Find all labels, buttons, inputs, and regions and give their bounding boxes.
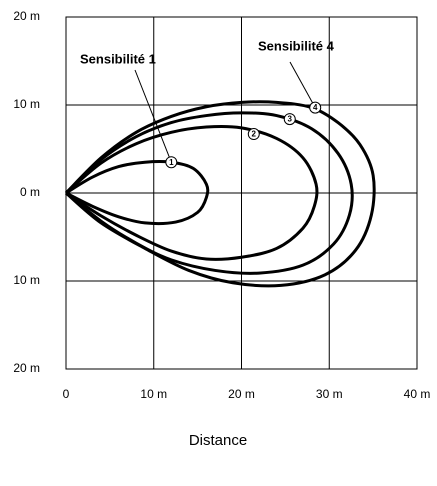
curve-marker (247, 128, 260, 141)
x-tick-label: 30 m (316, 387, 343, 401)
curve-marker-label: 3 (288, 115, 293, 124)
y-tick-label: 20 m (13, 9, 40, 23)
curve-marker-label: 1 (169, 158, 174, 167)
y-tick-label: 0 m (20, 185, 40, 199)
annotation: Sensibilité 4 (258, 38, 335, 53)
y-tick-label: 10 m (13, 273, 40, 287)
x-tick-label: 20 m (228, 387, 255, 401)
curve-marker (283, 113, 296, 126)
curve-marker-label: 2 (252, 130, 257, 139)
leader-line (289, 61, 316, 108)
curve-marker (165, 156, 178, 169)
plot-frame (65, 16, 418, 370)
y-tick-label: 20 m (13, 361, 40, 375)
zone-curve (65, 160, 210, 225)
curve-marker-label: 4 (313, 103, 318, 112)
leader-line (134, 69, 172, 163)
annotation: Sensibilité 1 (80, 51, 156, 66)
zone-curve (65, 124, 319, 261)
zone-curve (64, 100, 376, 288)
x-tick-label: 40 m (404, 387, 431, 401)
x-tick-label: 0 (63, 387, 70, 401)
zone-curve (64, 111, 354, 275)
y-tick-label: 10 m (13, 97, 40, 111)
x-tick-label: 10 m (140, 387, 167, 401)
curve-marker (309, 101, 322, 114)
x-axis-label: Distance (189, 432, 247, 449)
